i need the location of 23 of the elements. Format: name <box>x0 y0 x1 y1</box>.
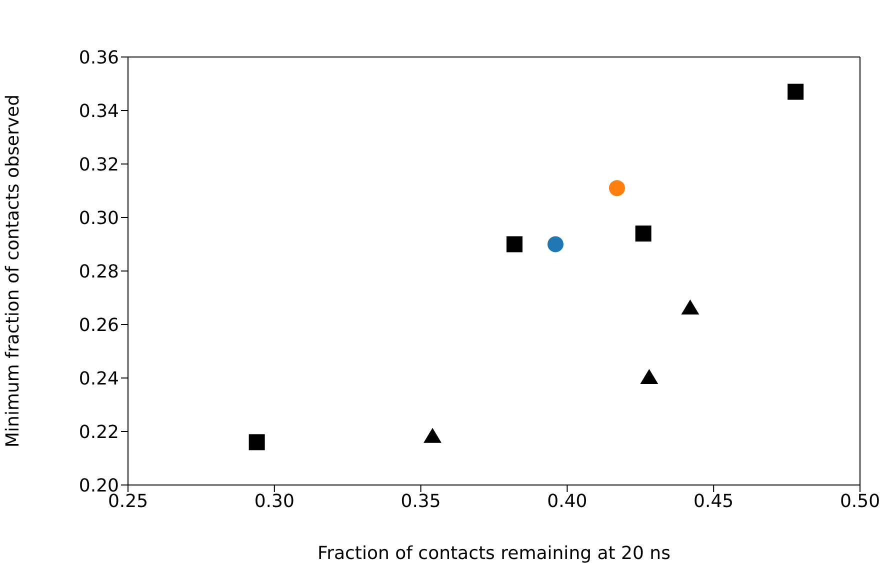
point <box>424 428 442 443</box>
y-tick-label: 0.28 <box>78 261 119 282</box>
point <box>608 180 625 196</box>
point <box>635 226 652 242</box>
x-tick-label: 0.30 <box>254 490 294 512</box>
point <box>547 236 564 252</box>
x-tick-label: 0.35 <box>400 490 441 512</box>
x-tick-label: 0.40 <box>547 490 588 512</box>
y-tick-label: 0.36 <box>78 47 119 68</box>
point <box>640 369 658 384</box>
x-axis-title: Fraction of contacts remaining at 20 ns <box>318 543 670 563</box>
point <box>788 84 804 100</box>
y-tick-label: 0.32 <box>78 154 119 176</box>
y-tick-label: 0.24 <box>78 368 119 390</box>
y-tick-label: 0.34 <box>78 100 119 122</box>
y-tick-label: 0.26 <box>78 314 119 336</box>
y-axis-title: Minimum fraction of contacts observed <box>2 94 24 448</box>
point <box>506 236 522 252</box>
point <box>681 299 700 314</box>
y-tick-label: 0.22 <box>78 422 119 443</box>
x-tick-label: 0.45 <box>694 490 734 512</box>
y-tick-label: 0.30 <box>78 208 119 229</box>
x-tick-label: 0.50 <box>840 490 880 512</box>
